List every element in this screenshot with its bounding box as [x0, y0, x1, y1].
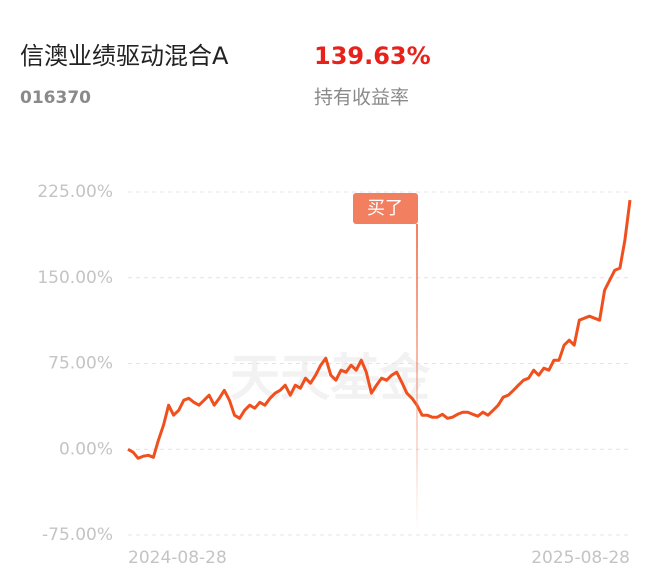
buy-tag — [353, 193, 418, 224]
y-tick-label: 150.00% — [37, 268, 113, 288]
fund-code: 016370 — [20, 88, 91, 108]
x-tick-label: 2025-08-28 — [531, 548, 630, 568]
y-tick-label: 75.00% — [48, 354, 113, 374]
watermark: 天天基金 — [230, 348, 431, 407]
return-value: 139.63% — [314, 42, 431, 70]
buy-label: 买了 — [367, 198, 403, 219]
return-label: 持有收益率 — [314, 87, 409, 109]
y-tick-label: 225.00% — [37, 182, 113, 202]
plot: -75.00% 0.00% 75.00% 150.00% 225.00% 2024-08-… — [37, 182, 632, 568]
y-tick-label: -75.00% — [42, 525, 113, 545]
line — [127, 199, 632, 460]
x-tick-label: 2024-08-28 — [128, 548, 227, 568]
buy-line — [416, 224, 418, 530]
fund-title: 信澳业绩驱动混合A — [20, 42, 229, 70]
y-tick-label: 0.00% — [59, 439, 113, 459]
